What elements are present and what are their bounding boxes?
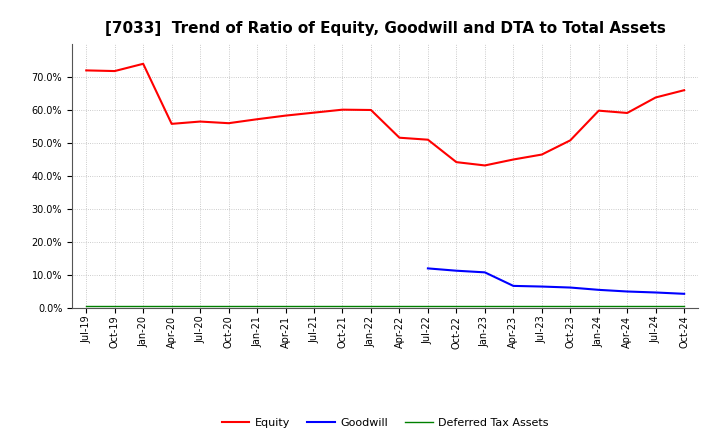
Equity	[310, 110, 318, 115]
Equity	[395, 135, 404, 140]
Equity	[537, 152, 546, 157]
Deferred Tax Assets	[509, 304, 518, 309]
Line: Equity: Equity	[86, 64, 684, 165]
Goodwill	[680, 291, 688, 297]
Equity	[139, 61, 148, 66]
Goodwill	[452, 268, 461, 273]
Equity	[480, 163, 489, 168]
Equity	[82, 68, 91, 73]
Goodwill	[623, 289, 631, 294]
Equity	[167, 121, 176, 127]
Goodwill	[652, 290, 660, 295]
Deferred Tax Assets	[395, 304, 404, 309]
Deferred Tax Assets	[196, 304, 204, 309]
Equity	[566, 138, 575, 143]
Goodwill	[566, 285, 575, 290]
Deferred Tax Assets	[139, 304, 148, 309]
Equity	[652, 95, 660, 100]
Deferred Tax Assets	[110, 304, 119, 309]
Deferred Tax Assets	[537, 304, 546, 309]
Deferred Tax Assets	[366, 304, 375, 309]
Deferred Tax Assets	[480, 304, 489, 309]
Deferred Tax Assets	[423, 304, 432, 309]
Title: [7033]  Trend of Ratio of Equity, Goodwill and DTA to Total Assets: [7033] Trend of Ratio of Equity, Goodwil…	[105, 21, 665, 36]
Equity	[623, 110, 631, 116]
Goodwill	[423, 266, 432, 271]
Deferred Tax Assets	[338, 304, 347, 309]
Goodwill	[595, 287, 603, 293]
Deferred Tax Assets	[82, 304, 91, 309]
Goodwill	[480, 270, 489, 275]
Equity	[225, 121, 233, 126]
Deferred Tax Assets	[452, 304, 461, 309]
Equity	[253, 117, 261, 122]
Equity	[680, 88, 688, 93]
Goodwill	[537, 284, 546, 289]
Equity	[423, 137, 432, 142]
Deferred Tax Assets	[595, 304, 603, 309]
Goodwill	[509, 283, 518, 289]
Equity	[338, 107, 347, 112]
Deferred Tax Assets	[566, 304, 575, 309]
Deferred Tax Assets	[167, 304, 176, 309]
Legend: Equity, Goodwill, Deferred Tax Assets: Equity, Goodwill, Deferred Tax Assets	[217, 414, 553, 433]
Deferred Tax Assets	[652, 304, 660, 309]
Equity	[509, 157, 518, 162]
Equity	[452, 160, 461, 165]
Deferred Tax Assets	[282, 304, 290, 309]
Deferred Tax Assets	[680, 304, 688, 309]
Equity	[595, 108, 603, 113]
Equity	[282, 113, 290, 118]
Deferred Tax Assets	[310, 304, 318, 309]
Equity	[110, 68, 119, 73]
Deferred Tax Assets	[253, 304, 261, 309]
Equity	[366, 107, 375, 113]
Deferred Tax Assets	[623, 304, 631, 309]
Equity	[196, 119, 204, 124]
Line: Goodwill: Goodwill	[428, 268, 684, 294]
Deferred Tax Assets	[225, 304, 233, 309]
